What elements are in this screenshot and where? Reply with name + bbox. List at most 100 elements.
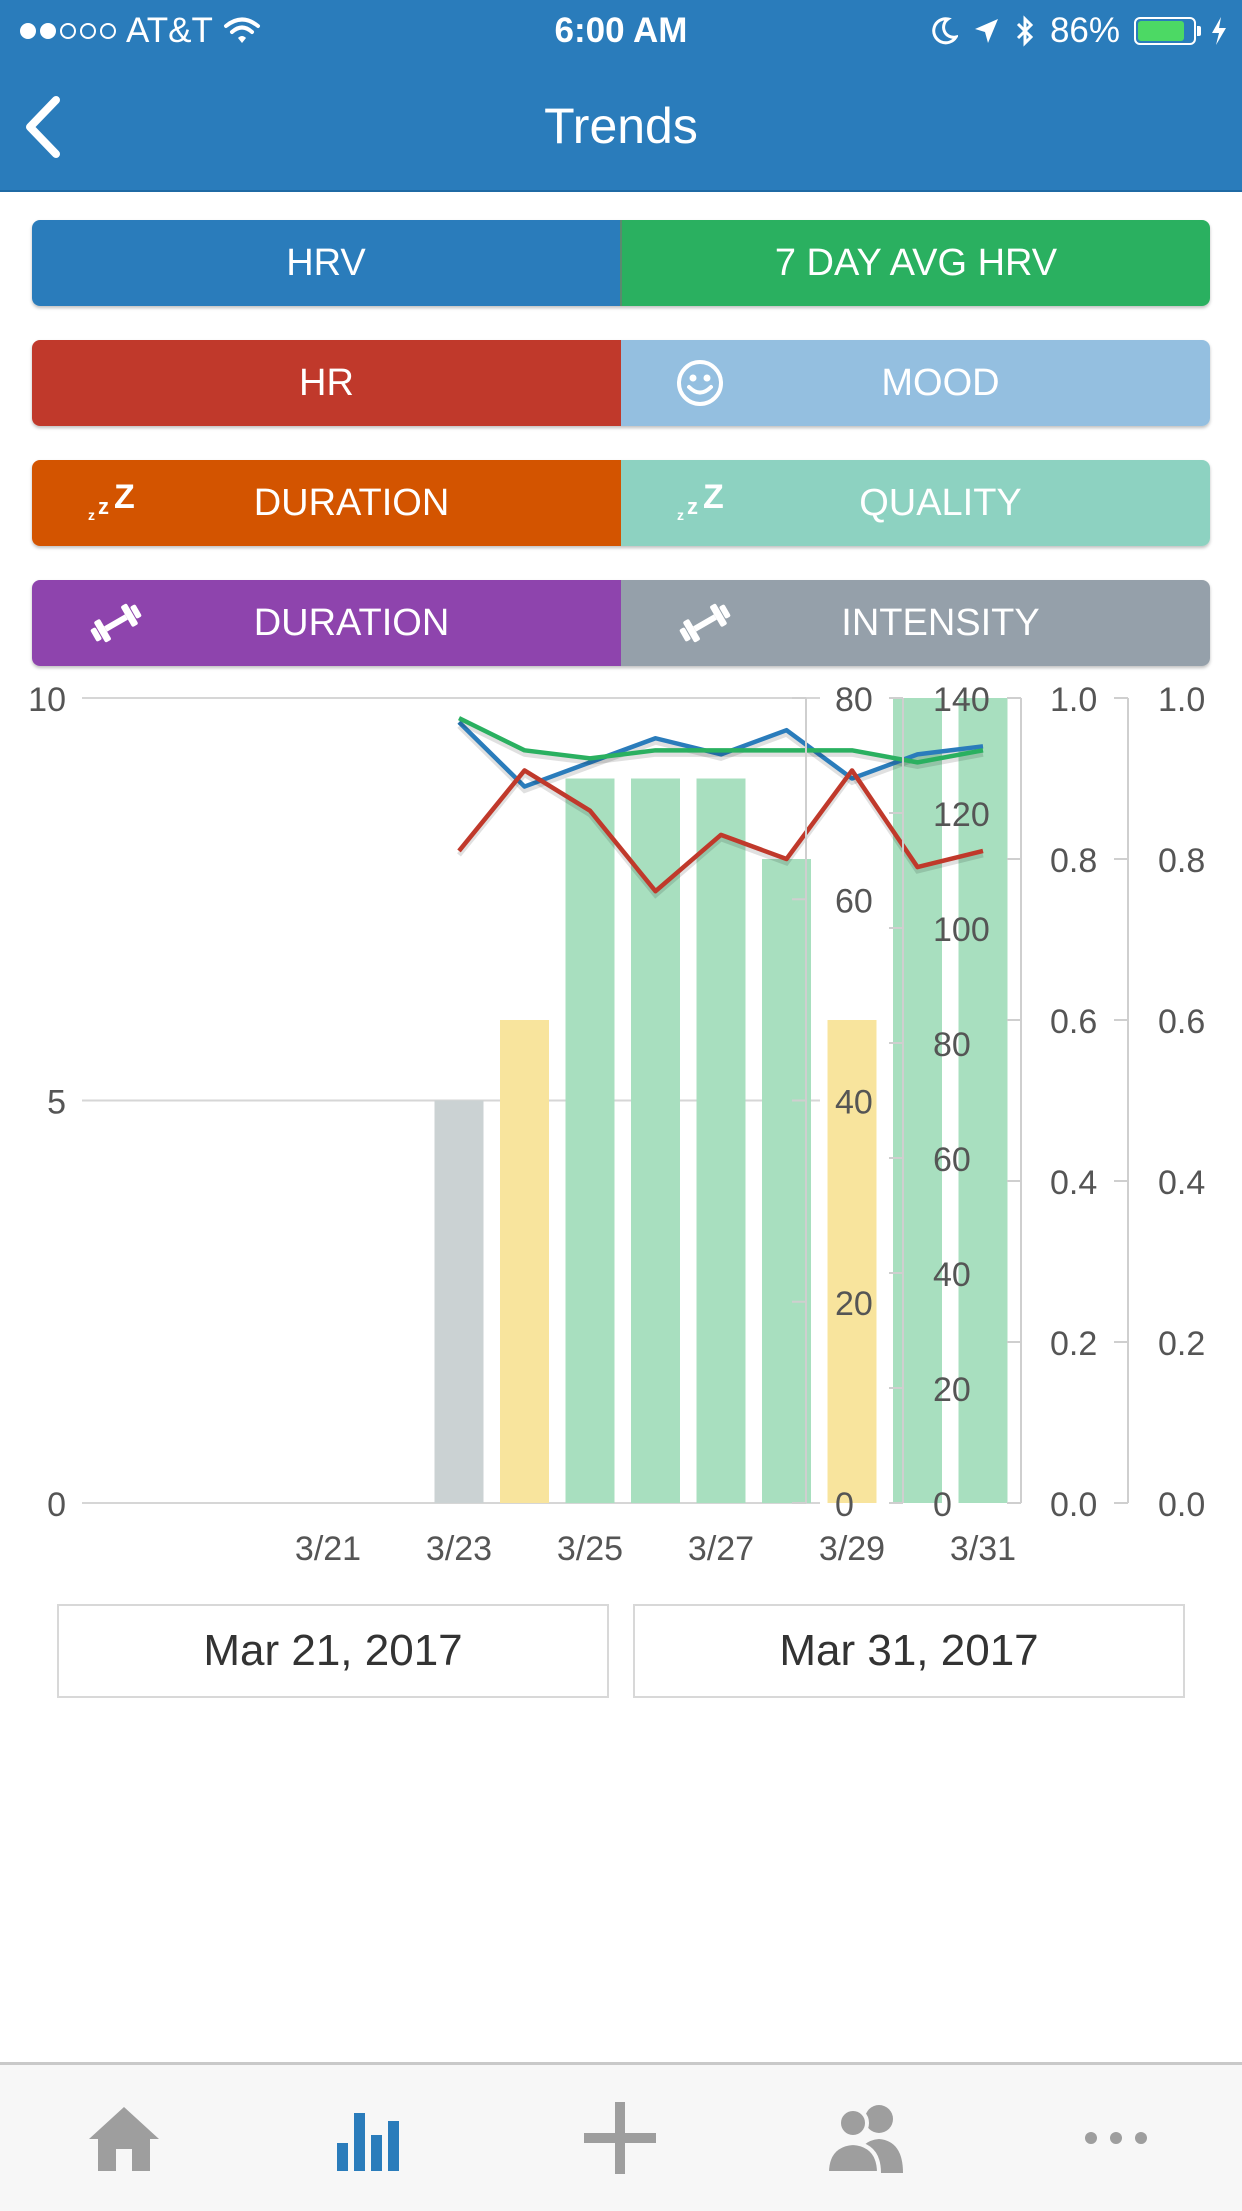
y-tick-label: 0 <box>933 1486 952 1524</box>
chart-bar <box>500 1020 549 1503</box>
toggle-hrv[interactable]: HRV <box>32 220 620 306</box>
toggle-label: QUALITY <box>859 482 1022 524</box>
y-tick-label: 1.0 <box>1158 681 1205 719</box>
chart-bar <box>893 698 942 1503</box>
trends-chart: 05100204060800204060801001201400.00.20.4… <box>28 681 1205 1568</box>
signal-dot <box>20 23 36 39</box>
x-tick-label: 3/21 <box>295 1530 361 1568</box>
tab-trends[interactable] <box>248 2065 496 2211</box>
y-tick-label: 0.6 <box>1158 1003 1205 1041</box>
toggle-hr[interactable]: HR <box>32 340 621 426</box>
toggle-7-day-avg-hrv[interactable]: 7 DAY AVG HRV <box>620 220 1210 306</box>
tab-people[interactable] <box>744 2065 992 2211</box>
toggle-label: DURATION <box>253 602 450 644</box>
y-tick-label: 0 <box>47 1486 66 1524</box>
chart-bar <box>565 778 615 1503</box>
toggle-row-hr-mood: HR MOOD <box>32 340 1210 426</box>
y-tick-label: 140 <box>933 681 990 719</box>
y-tick-label: 0.8 <box>1158 842 1205 880</box>
status-right: 86% <box>930 0 1228 62</box>
tab-home[interactable] <box>0 2065 248 2211</box>
y-tick-label: 120 <box>933 796 990 834</box>
y-tick-label: 1.0 <box>1050 681 1097 719</box>
back-button[interactable] <box>18 92 78 162</box>
y-tick-label: 100 <box>933 911 990 949</box>
toggle-sleep-quality[interactable]: z z Z QUALITY <box>621 460 1210 546</box>
toggle-label: INTENSITY <box>841 602 1040 644</box>
battery-icon <box>1134 17 1201 45</box>
y-tick-label: 0.2 <box>1050 1325 1097 1363</box>
status-left: AT&T <box>20 0 261 62</box>
x-tick-label: 3/31 <box>950 1530 1016 1568</box>
y-tick-label: 5 <box>47 1084 66 1122</box>
chart-bar <box>434 1100 484 1503</box>
toggle-row-sleep: z z Z DURATION z z Z QUALITY <box>32 460 1210 546</box>
signal-dot <box>60 23 76 39</box>
toggle-sleep-duration[interactable]: z z Z DURATION <box>32 460 621 546</box>
toggle-mood[interactable]: MOOD <box>621 340 1210 426</box>
more-icon <box>1085 2132 1147 2144</box>
sleep-zzz-icon: z z Z <box>86 460 142 546</box>
y-tick-label: 0.4 <box>1158 1164 1205 1202</box>
sleep-zzz-icon: z z Z <box>675 460 731 546</box>
chart-bar <box>696 778 746 1503</box>
series-line <box>457 768 984 894</box>
toggle-row-hrv: HRV 7 DAY AVG HRV <box>32 220 1210 306</box>
svg-text:Z: Z <box>114 478 135 516</box>
smiley-icon <box>675 340 725 426</box>
status-time: 6:00 AM <box>554 11 688 50</box>
y-tick-label: 0 <box>835 1486 854 1524</box>
toggle-label: HR <box>299 362 354 404</box>
toggle-label: DURATION <box>253 482 450 524</box>
plus-icon <box>584 2102 656 2174</box>
moon-icon <box>932 17 958 45</box>
chart-bar <box>631 778 680 1503</box>
start-date-picker[interactable]: Mar 21, 2017 <box>57 1604 609 1698</box>
page-title: Trends <box>544 98 698 154</box>
y-tick-label: 40 <box>933 1256 971 1294</box>
signal-dot <box>80 23 96 39</box>
x-tick-label: 3/29 <box>819 1530 885 1568</box>
y-tick-label: 0.0 <box>1158 1486 1205 1524</box>
people-icon <box>824 2105 903 2175</box>
toggle-exercise-intensity[interactable]: INTENSITY <box>621 580 1210 666</box>
y-tick-label: 20 <box>835 1285 873 1323</box>
wifi-icon <box>223 17 260 43</box>
y-tick-label: 0.8 <box>1050 842 1097 880</box>
svg-text:z: z <box>687 494 698 519</box>
chart-bar <box>762 859 811 1503</box>
x-tick-label: 3/27 <box>688 1530 754 1568</box>
status-bar: AT&T 6:00 AM 86% <box>0 0 1242 62</box>
chart-bar <box>958 698 1008 1503</box>
x-tick-label: 3/25 <box>557 1530 623 1568</box>
charging-bolt-icon <box>1212 17 1226 45</box>
y-tick-label: 10 <box>28 681 66 719</box>
series-line-shadow <box>457 719 984 769</box>
chart-bar <box>827 1020 877 1503</box>
toggle-row-exercise: DURATION INTENSITY <box>32 580 1210 666</box>
toggle-label: MOOD <box>881 362 1000 404</box>
svg-text:z: z <box>677 507 684 523</box>
tab-more[interactable] <box>992 2065 1240 2211</box>
y-tick-label: 0.2 <box>1158 1325 1205 1363</box>
y-tick-label: 0.6 <box>1050 1003 1097 1041</box>
bluetooth-icon <box>1016 15 1034 47</box>
y-tick-label: 0.0 <box>1050 1486 1097 1524</box>
end-date-picker[interactable]: Mar 31, 2017 <box>633 1604 1185 1698</box>
svg-text:z: z <box>88 507 95 523</box>
dumbbell-icon <box>675 580 735 666</box>
svg-text:Z: Z <box>703 478 724 516</box>
signal-dot <box>40 23 56 39</box>
tab-bar <box>0 2062 1242 2211</box>
dumbbell-icon <box>86 580 146 666</box>
toggle-label: HRV <box>286 242 366 284</box>
y-tick-label: 80 <box>933 1026 971 1064</box>
y-tick-label: 0.4 <box>1050 1164 1097 1202</box>
nav-bar: Trends <box>0 62 1242 190</box>
signal-strength-icon <box>20 23 116 39</box>
toggle-exercise-duration[interactable]: DURATION <box>32 580 621 666</box>
top-bar: AT&T 6:00 AM 86% <box>0 0 1242 192</box>
tab-add[interactable] <box>496 2065 744 2211</box>
series-line <box>458 716 984 765</box>
y-tick-label: 20 <box>933 1371 971 1409</box>
